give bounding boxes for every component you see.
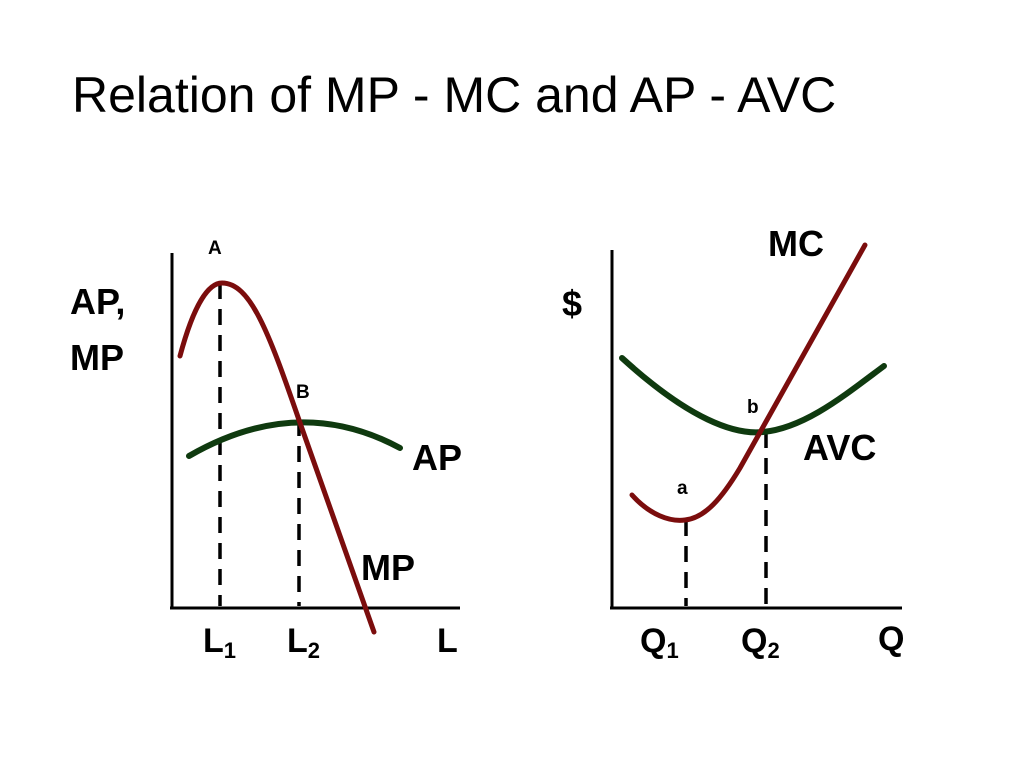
l2-tick-base: L: [287, 622, 308, 660]
point-b-label: B: [296, 382, 310, 403]
mc-curve: [629, 242, 868, 523]
l2-tick-sub: 2: [308, 638, 320, 663]
left-graph: A B AP, MP AP MP L1 L2 L: [70, 238, 462, 663]
ap-curve: [186, 419, 403, 459]
avc-curve: [619, 355, 887, 436]
left-x-axis-label: L: [437, 622, 458, 660]
mp-curve-label: MP: [361, 547, 415, 588]
q1-tick-label: Q1: [640, 622, 679, 663]
q1-tick-base: Q: [640, 622, 666, 660]
left-y-axis-label-line1: AP,: [70, 281, 125, 322]
mp-curve: [177, 280, 377, 635]
ap-curve-label: AP: [412, 437, 462, 478]
avc-curve-label: AVC: [803, 427, 876, 468]
left-y-axis-label-line2: MP: [70, 337, 124, 378]
l1-tick-sub: 1: [224, 638, 236, 663]
right-x-axis-label: Q: [878, 620, 904, 658]
l1-tick-base: L: [203, 622, 224, 660]
l1-tick-label: L1: [203, 622, 236, 663]
mc-curve-label: MC: [768, 223, 824, 264]
q2-tick-label: Q2: [741, 622, 780, 663]
point-a-label: A: [208, 238, 222, 259]
q2-tick-base: Q: [741, 622, 767, 660]
slide-title: Relation of MP - MC and AP - AVC: [72, 67, 837, 123]
l2-tick-label: L2: [287, 622, 320, 663]
point-b-lower-label: b: [747, 397, 759, 418]
point-a-lower-label: a: [677, 478, 688, 499]
dollar-axis-label: $: [562, 283, 582, 324]
q2-tick-sub: 2: [767, 638, 779, 663]
right-graph: a b $ MC AVC Q1 Q2 Q: [562, 223, 904, 663]
q1-tick-sub: 1: [666, 638, 678, 663]
